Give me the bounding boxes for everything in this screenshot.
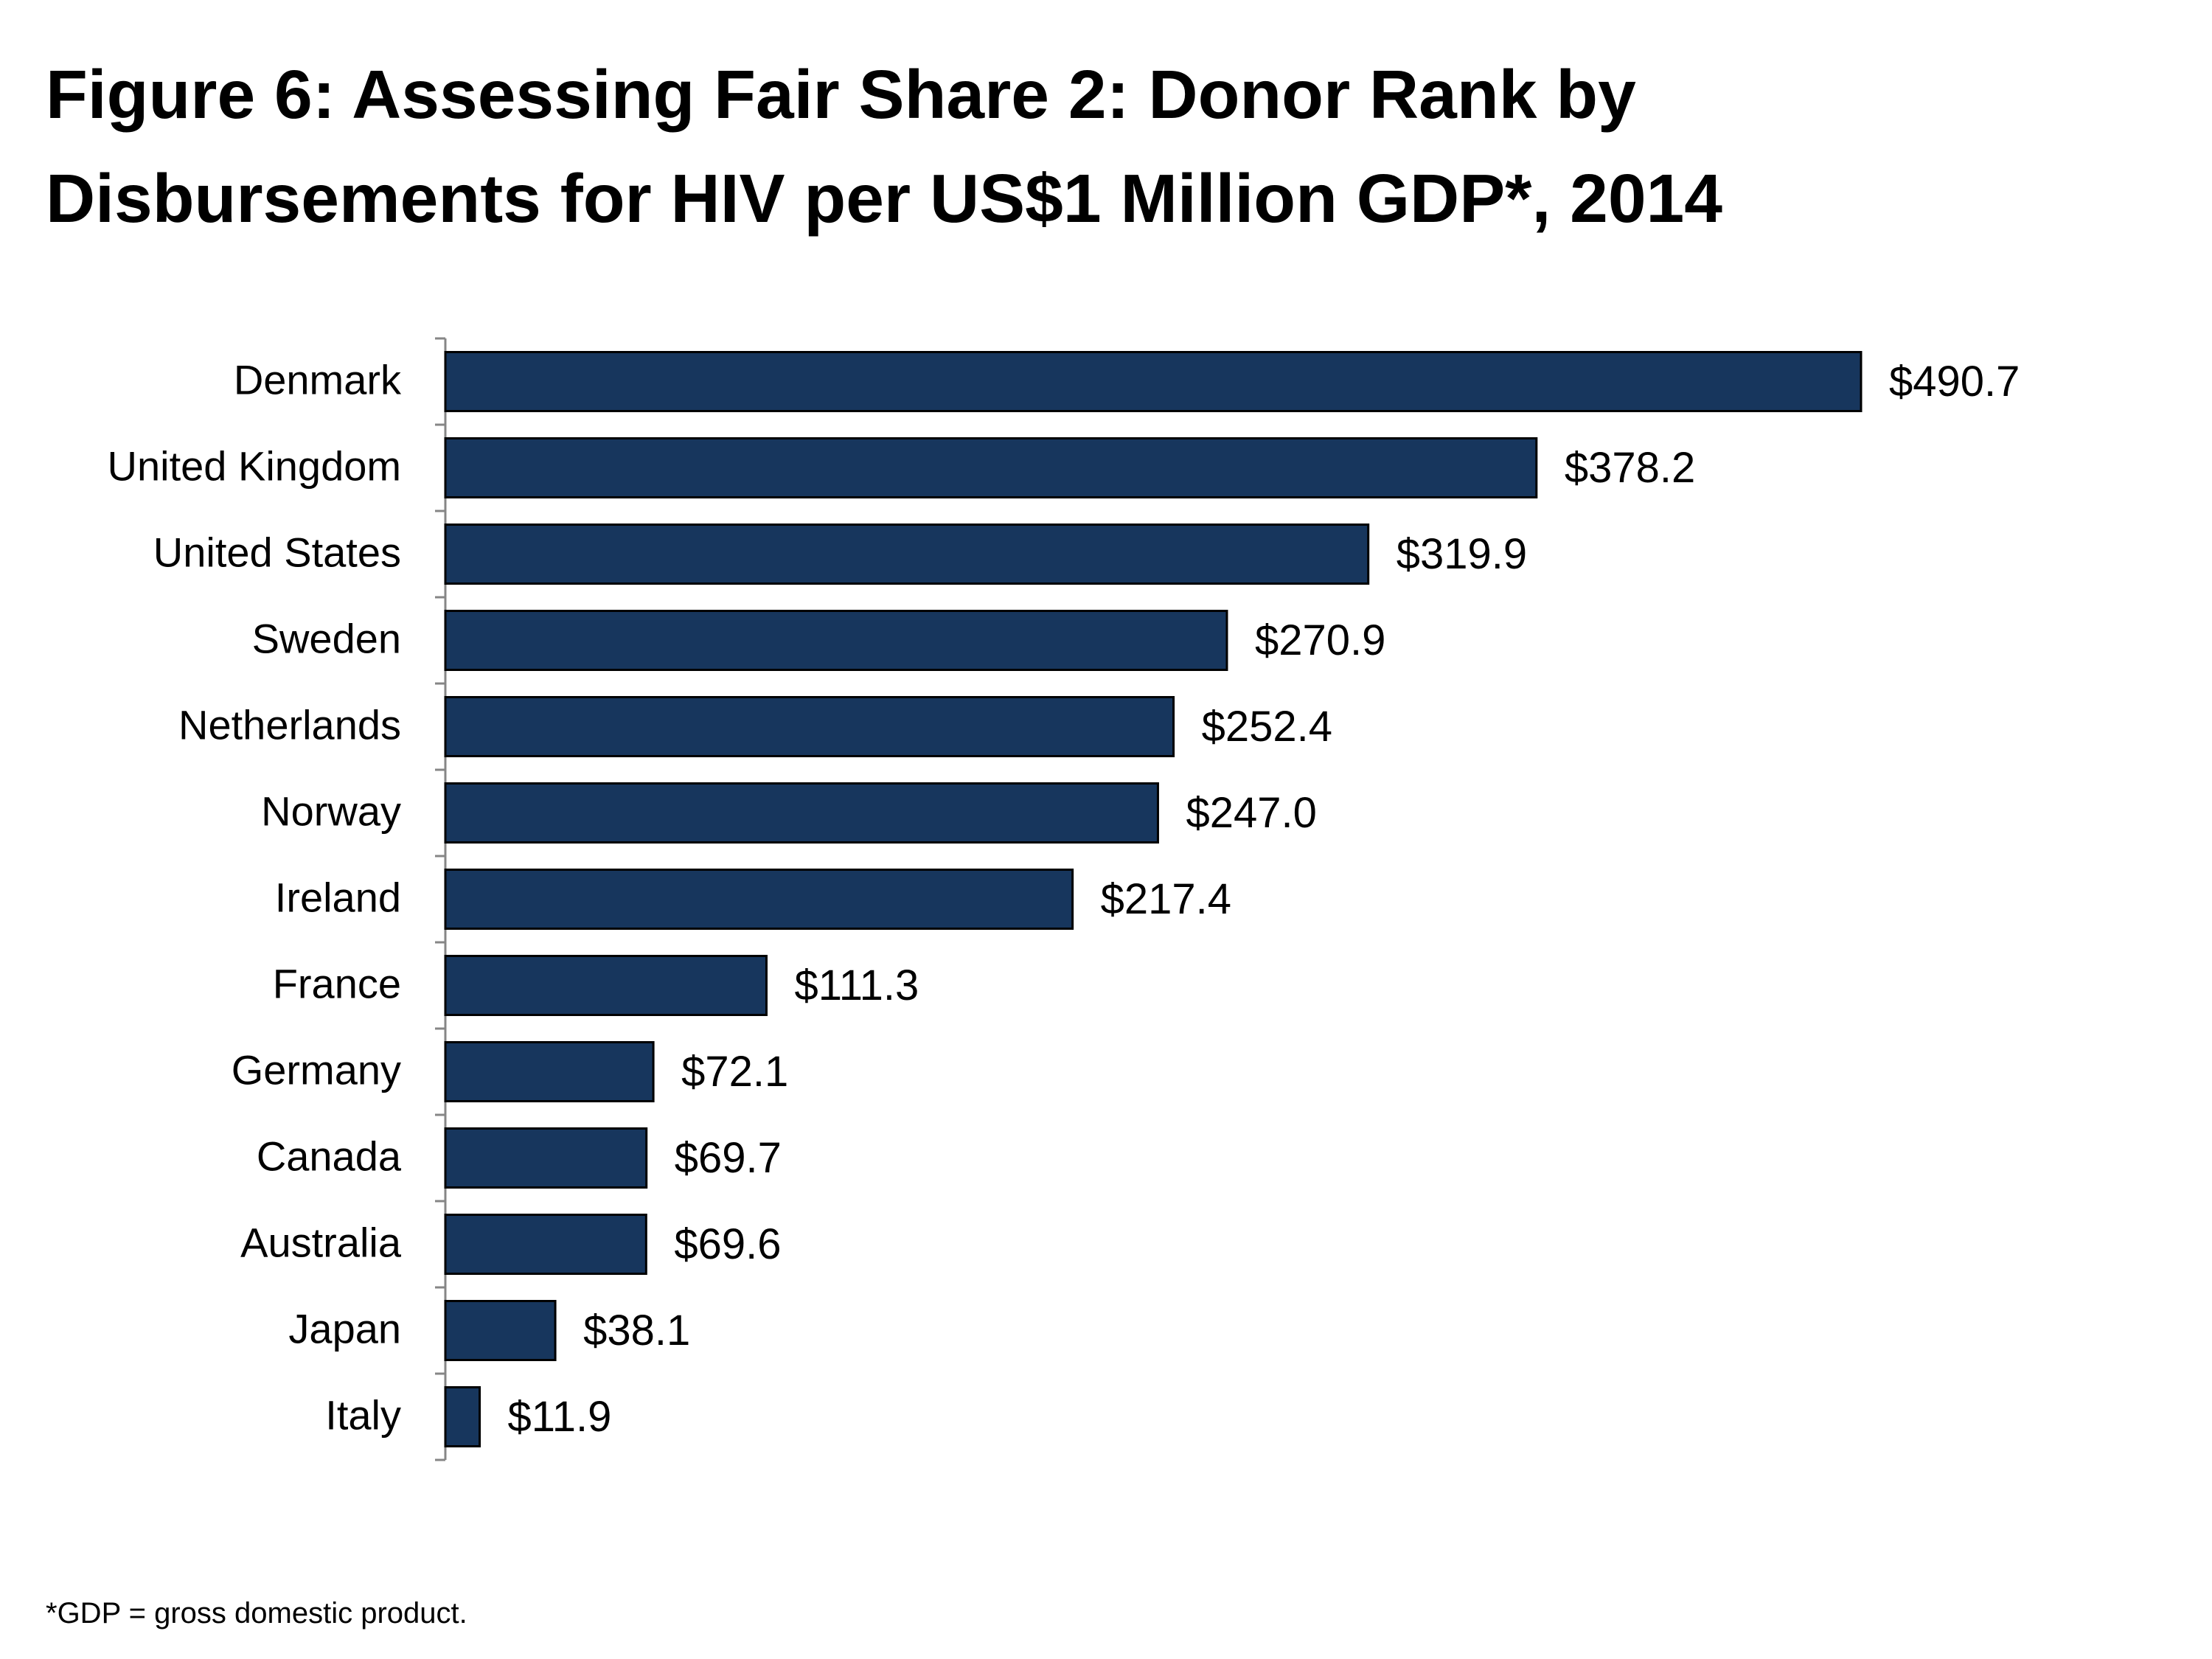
bar-germany	[444, 1041, 655, 1102]
data-label: $319.9	[1397, 530, 1527, 578]
data-label: $378.2	[1565, 444, 1695, 492]
category-label: Germany	[232, 1046, 401, 1093]
bar-denmark	[444, 351, 1863, 412]
bar-japan	[444, 1300, 557, 1361]
category-label: United Kingdom	[108, 442, 401, 489]
data-label: $38.1	[583, 1307, 690, 1354]
bar-france	[444, 955, 768, 1016]
bar-united-states	[444, 524, 1370, 585]
chart-title: Figure 6: Assessing Fair Share 2: Donor …	[46, 43, 2110, 251]
data-label: $69.7	[675, 1134, 782, 1182]
category-label: Denmark	[234, 356, 402, 403]
bar-sweden	[444, 610, 1228, 671]
bar-australia	[444, 1214, 647, 1275]
category-label: Japan	[288, 1305, 401, 1352]
data-label: $490.7	[1889, 358, 2020, 406]
bar-canada	[444, 1127, 648, 1189]
data-label: $270.9	[1255, 616, 1385, 664]
data-label: $217.4	[1101, 875, 1231, 923]
category-label: Netherlands	[178, 701, 401, 748]
data-label: $111.3	[794, 961, 919, 1009]
footnote: *GDP = gross domestic product.	[46, 1597, 467, 1630]
category-label: Sweden	[252, 615, 401, 661]
category-label: Australia	[240, 1219, 402, 1265]
category-label: Canada	[257, 1133, 402, 1179]
chart-title-line-2: Disbursements for HIV per US$1 Million G…	[46, 160, 1723, 237]
category-label: Norway	[261, 787, 401, 834]
category-label: United States	[153, 529, 401, 575]
data-label: $69.6	[674, 1220, 781, 1268]
bar-norway	[444, 782, 1159, 844]
data-label: $252.4	[1202, 703, 1332, 751]
bar-united-kingdom	[444, 437, 1538, 498]
data-label: $247.0	[1186, 789, 1316, 837]
bar-italy	[444, 1386, 481, 1447]
category-label: France	[273, 960, 401, 1006]
bar-netherlands	[444, 696, 1175, 757]
category-label: Italy	[325, 1391, 401, 1438]
data-label: $72.1	[681, 1048, 788, 1096]
bar-ireland	[444, 869, 1074, 930]
data-label: $11.9	[508, 1393, 612, 1441]
chart-title-line-1: Figure 6: Assessing Fair Share 2: Donor …	[46, 56, 1636, 133]
category-label: Ireland	[275, 874, 401, 920]
